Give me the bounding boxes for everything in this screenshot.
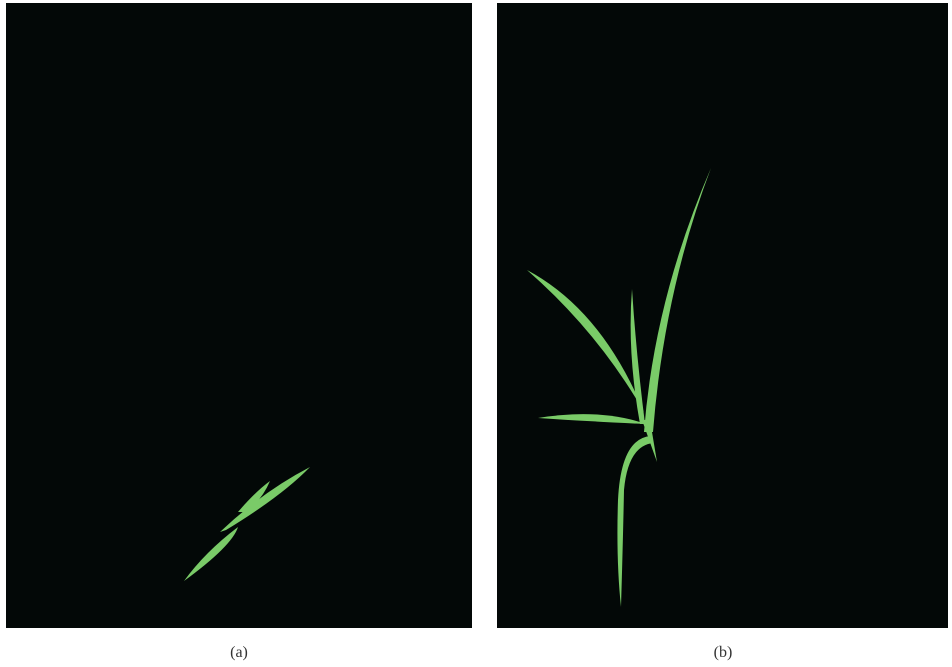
panel-b-image	[497, 3, 948, 628]
seedling-a	[184, 467, 310, 581]
caption: (a)	[230, 644, 248, 661]
caption: (b)	[714, 644, 733, 661]
panel-a-image	[6, 3, 472, 628]
seedling-b	[527, 168, 711, 607]
